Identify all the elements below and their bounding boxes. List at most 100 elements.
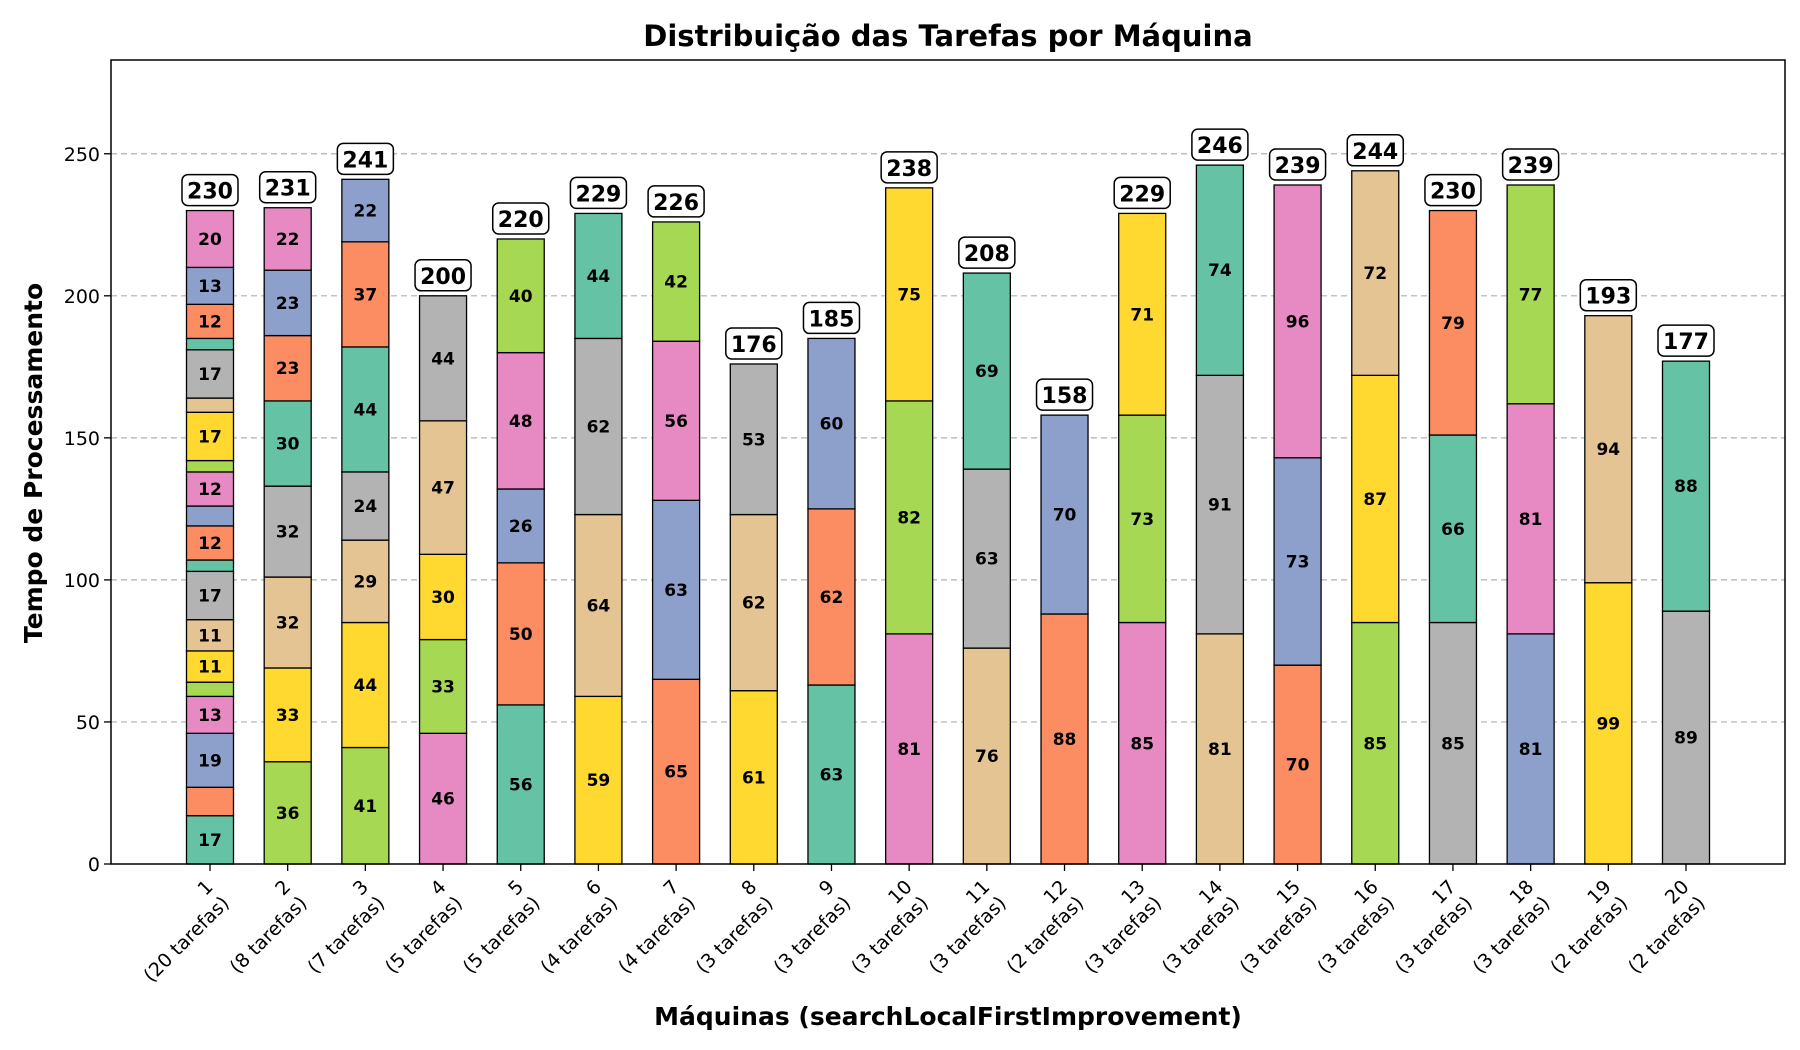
segment-value-label: 12 [198,534,222,554]
segment-value-label: 44 [354,676,378,696]
total-label-box [491,202,550,235]
x-tick-line2: (4 tarefas) [536,892,622,978]
segment-value-label: 32 [276,523,300,543]
machine-bar: 81 91 74 246 [1191,128,1249,865]
x-tick-label: 1(20 tarefas) [123,876,234,987]
segment-value-label: 88 [1053,730,1077,750]
segment-value-label: 36 [276,804,300,824]
segment-value-label: 81 [1519,510,1543,530]
total-label-box [725,327,783,360]
total-label-box [1035,378,1094,411]
segment-value-label: 75 [897,285,921,305]
bar-segment [1195,633,1245,865]
segment-value-label: 29 [354,572,378,592]
segment-value-label: 60 [820,415,844,435]
machine-bar: 41 44 29 24 44 37 22 241 [336,142,395,865]
segment-value-label: 33 [431,677,455,697]
segment-value-label: 17 [198,365,222,385]
bar-segment [496,351,545,490]
segment-value-label: 44 [431,349,455,369]
machine-bar: 46 33 30 47 44 200 [414,259,472,865]
segment-value-label: 46 [431,790,455,810]
segment-value-label: 71 [1130,305,1154,325]
total-value-label: 230 [187,180,233,205]
segment-value-label: 62 [587,417,611,437]
x-tick-line2: (3 tarefas) [1236,892,1322,978]
segment-value-label: 33 [276,706,300,726]
bar-segment [1118,414,1167,624]
x-tick-label: 13(3 tarefas) [1064,876,1166,978]
segment-value-label: 56 [509,775,533,795]
bar-segment [185,570,235,621]
bar-segment [807,337,856,510]
bar-segment [1195,374,1245,635]
bar-segment [1118,212,1167,416]
y-tick-label: 100 [64,570,100,592]
bar-segment [185,695,235,734]
segment-value-label: 85 [1441,734,1465,754]
segment-value-label: 24 [354,497,378,517]
segment-value-label: 81 [1519,740,1543,760]
x-tick-label: 18(3 tarefas) [1452,876,1554,978]
segment-value-label: 69 [975,362,999,382]
total-label-box [1113,176,1171,210]
total-value-label: 238 [886,157,932,182]
total-value-label: 244 [1352,140,1398,165]
bar-segment [1428,209,1478,436]
segment-value-label: 32 [276,614,300,634]
total-value-label: 241 [342,148,388,173]
total-label-box [1579,278,1638,312]
segment-value-label: 20 [198,230,222,250]
x-tick-label: 5(5 tarefas) [442,876,544,978]
bar-segment [263,400,312,487]
total-label-box [1191,128,1249,161]
x-tick-label: 6(4 tarefas) [520,876,622,978]
machine-bar: 85 87 72 244 [1346,134,1405,865]
machine-bar: 65 63 56 42 226 [647,185,705,865]
segment-value-label: 89 [1674,729,1698,749]
bar-segment [185,266,235,305]
segment-value-label: 42 [664,273,688,293]
segment-value-label: 40 [509,287,533,307]
total-label-box [1346,134,1405,167]
bar-segment [1428,434,1478,624]
segment-value-label: 94 [1596,440,1620,460]
segment-value-label: 85 [1130,734,1154,754]
x-tick-line2: (3 tarefas) [847,892,933,978]
bar-segment [185,505,235,527]
bar-segment [341,539,390,624]
plot-frame [110,59,1786,865]
y-tick-label: 50 [76,712,100,734]
bar-segment [418,553,468,641]
x-tick-label: 20(2 tarefas) [1608,876,1710,978]
x-tick-label: 19(2 tarefas) [1530,876,1632,978]
total-label-box [1501,148,1560,181]
segment-value-label: 50 [509,625,533,645]
bar-segment [263,334,312,402]
bar-segment [341,346,390,473]
bar-segment [185,209,235,269]
segment-value-label: 44 [587,267,611,287]
total-value-label: 229 [575,182,621,207]
y-tick-label: 150 [64,428,100,450]
segment-value-label: 63 [820,766,844,786]
total-label-box [569,176,628,210]
total-label-box [802,301,861,335]
total-value-label: 230 [1430,180,1476,205]
segment-value-label: 30 [276,435,300,455]
bar-segment [185,525,235,561]
machine-bar: 99 94 193 [1579,278,1638,865]
segment-value-label: 73 [1286,552,1310,572]
segment-value-label: 82 [897,508,921,528]
total-label-box [1268,148,1327,181]
total-label-box [1424,173,1482,207]
bar-segment [729,513,778,692]
bar-segment [185,786,235,817]
segment-value-label: 11 [198,626,222,646]
x-tick-line2: (7 tarefas) [303,892,389,978]
total-label-box [1657,324,1715,357]
total-value-label: 220 [498,208,544,233]
segment-value-label: 17 [198,831,222,851]
bar-segment [418,295,468,422]
